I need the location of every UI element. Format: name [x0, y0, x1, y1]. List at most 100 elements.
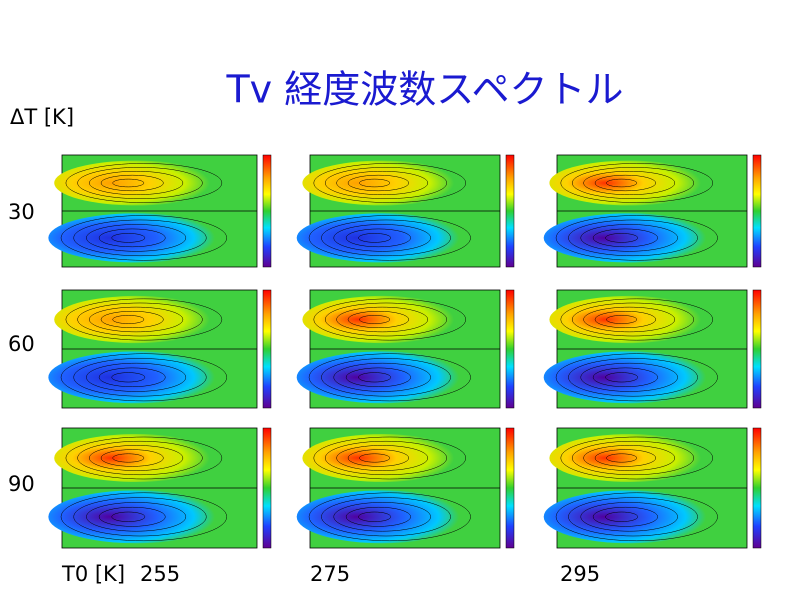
contour	[73, 358, 207, 397]
plot-panel	[296, 427, 515, 549]
contour	[594, 174, 657, 192]
contour	[580, 502, 678, 532]
contour	[89, 445, 184, 471]
column-label: 295	[560, 562, 600, 586]
contour	[592, 506, 658, 527]
column-label: 255	[140, 562, 180, 586]
plot-panel	[543, 154, 762, 268]
contour	[321, 358, 451, 397]
contour	[592, 367, 658, 388]
contour	[73, 219, 207, 257]
contour	[605, 233, 638, 243]
plot-panel	[543, 289, 762, 409]
warm-region	[54, 295, 218, 344]
contour	[89, 170, 184, 196]
contour	[359, 315, 391, 324]
contour	[583, 306, 676, 333]
colorbar	[752, 427, 762, 549]
contour	[321, 497, 451, 537]
contour	[606, 178, 638, 188]
contour	[571, 302, 695, 337]
contour	[324, 302, 448, 337]
contour	[60, 215, 228, 261]
contour	[60, 353, 228, 402]
contour	[98, 228, 166, 248]
contour	[347, 449, 410, 467]
contour	[324, 167, 448, 199]
contour	[560, 163, 714, 203]
row-header: ΔT [K]	[10, 105, 74, 129]
contour	[111, 233, 146, 243]
contour	[313, 163, 467, 203]
contour	[560, 298, 714, 341]
warm-region	[302, 295, 463, 344]
contour	[112, 315, 145, 324]
colorbar	[752, 154, 762, 268]
warm-region	[302, 434, 463, 482]
colorbar	[505, 289, 515, 409]
contour	[345, 506, 411, 527]
row-label: 60	[8, 332, 35, 356]
plot-panel	[543, 427, 762, 549]
contour	[65, 163, 223, 203]
warm-region	[302, 160, 463, 206]
contour	[313, 436, 467, 480]
contour	[77, 167, 203, 199]
contour	[65, 436, 223, 480]
colorbar	[262, 154, 272, 268]
contour	[321, 219, 451, 257]
contour	[583, 170, 676, 196]
contour	[60, 492, 228, 542]
contour	[594, 449, 657, 467]
contour	[111, 372, 146, 383]
contour	[594, 310, 657, 329]
contour	[112, 178, 145, 188]
contour	[345, 228, 411, 248]
contour	[571, 167, 695, 199]
contour	[100, 174, 164, 192]
colorbar	[752, 289, 762, 409]
contour	[359, 178, 391, 188]
contour	[580, 224, 678, 252]
contour	[358, 511, 392, 522]
contour	[359, 453, 391, 463]
warm-region	[54, 434, 218, 482]
contour	[77, 302, 203, 337]
warm-region	[54, 160, 218, 206]
column-header: T0 [K]	[61, 562, 125, 586]
plot-panel	[48, 289, 272, 409]
contour	[86, 224, 187, 252]
colorbar	[262, 289, 272, 409]
contour	[580, 362, 678, 392]
contour	[336, 170, 429, 196]
contour	[568, 497, 698, 537]
contour	[73, 497, 207, 537]
contour	[86, 362, 187, 392]
warm-region	[549, 295, 709, 344]
contour	[65, 298, 223, 341]
contour	[568, 358, 698, 397]
contour	[571, 440, 695, 476]
contour	[324, 440, 448, 476]
contour	[112, 453, 145, 463]
contour	[100, 449, 164, 467]
plot-panel	[296, 289, 515, 409]
contour	[347, 310, 410, 329]
contour	[313, 298, 467, 341]
contour	[358, 233, 392, 243]
contour	[358, 372, 392, 383]
colorbar	[262, 427, 272, 549]
plot-panel	[296, 154, 515, 268]
contour	[336, 445, 429, 471]
contour	[606, 453, 638, 463]
contour	[98, 506, 166, 527]
contour	[308, 353, 471, 402]
warm-region	[549, 160, 709, 206]
contour	[583, 445, 676, 471]
contour	[308, 492, 471, 542]
contour	[592, 228, 658, 248]
contour	[605, 372, 638, 383]
contour	[606, 315, 638, 324]
contour	[345, 367, 411, 388]
